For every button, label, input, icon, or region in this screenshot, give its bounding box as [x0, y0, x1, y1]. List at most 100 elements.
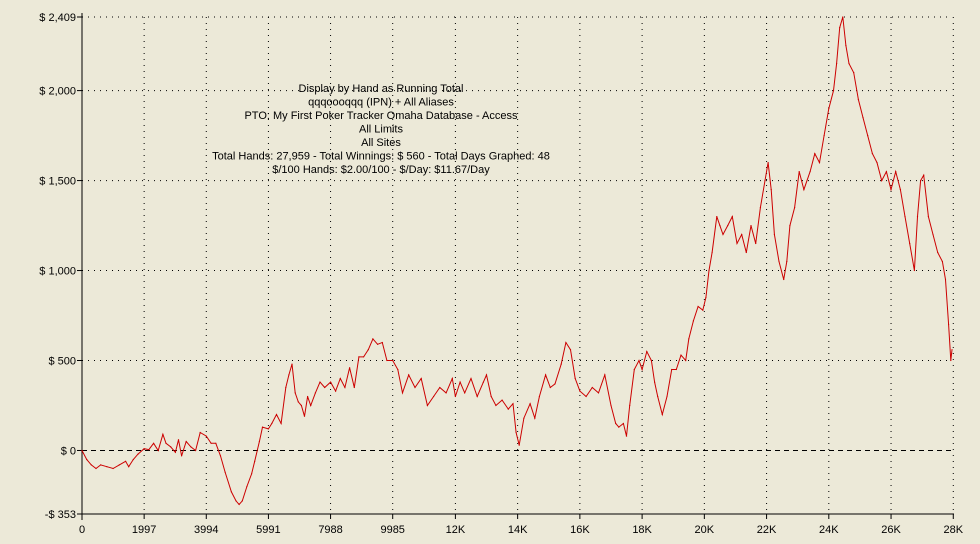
data-point: [741, 233, 743, 236]
x-tick-label: 14K: [508, 524, 528, 536]
data-point: [372, 338, 374, 340]
data-point: [235, 500, 237, 502]
data-point: [485, 374, 488, 376]
data-point: [862, 117, 864, 119]
data-point: [569, 349, 572, 351]
data-point: [767, 162, 769, 164]
data-point: [845, 45, 847, 47]
data-point: [285, 386, 287, 389]
data-point: [258, 440, 260, 443]
data-point: [828, 108, 830, 110]
data-point: [464, 392, 466, 394]
data-point: [238, 503, 240, 506]
data-point: [210, 442, 212, 444]
data-point: [246, 485, 248, 488]
data-point: [554, 383, 556, 385]
data-point: [661, 413, 663, 416]
data-point: [705, 296, 707, 299]
data-point: [349, 367, 351, 369]
data-point: [215, 442, 217, 444]
x-tick-label: 1997: [132, 524, 156, 536]
data-point: [692, 320, 695, 322]
data-point: [750, 225, 752, 227]
chart-title-block: Display by Hand as Running Total qqqoooqq…: [212, 83, 550, 176]
data-point: [657, 395, 659, 398]
data-point: [719, 225, 721, 227]
data-point: [490, 395, 492, 398]
data-point: [650, 359, 653, 362]
data-point: [414, 386, 416, 389]
data-point: [314, 392, 316, 394]
x-tick-label: 20K: [695, 524, 715, 536]
data-point: [100, 464, 102, 466]
data-point: [303, 415, 306, 417]
data-point: [335, 390, 337, 392]
data-point: [112, 467, 114, 470]
y-tick-label: $ 1,000: [39, 266, 76, 278]
data-point: [948, 323, 950, 326]
data-point: [618, 426, 620, 428]
data-point: [836, 63, 838, 65]
data-point: [615, 422, 617, 425]
data-point: [881, 180, 883, 182]
y-tick-label: $ 1,500: [39, 176, 76, 188]
data-point: [157, 449, 159, 452]
data-point: [495, 404, 497, 407]
data-point: [275, 413, 278, 416]
x-tick-label: 22K: [757, 524, 777, 536]
data-point: [895, 171, 897, 173]
data-point: [381, 341, 383, 344]
chart-title-line: qqqoooqqq (IPN) + All Aliases: [308, 97, 454, 109]
data-point: [951, 349, 953, 351]
data-point: [433, 395, 435, 398]
data-point: [625, 435, 628, 437]
data-point: [363, 356, 365, 358]
data-point: [920, 180, 922, 182]
data-point: [853, 72, 855, 74]
data-point: [291, 363, 293, 365]
data-point: [832, 90, 835, 92]
data-point: [803, 189, 805, 191]
data-point: [579, 390, 581, 392]
data-point: [106, 466, 108, 468]
data-point: [759, 207, 762, 209]
data-point: [199, 431, 201, 434]
chart-title-line: All Limits: [359, 124, 404, 136]
data-point: [708, 269, 710, 272]
data-point: [867, 135, 869, 137]
data-point: [344, 386, 346, 389]
data-point: [574, 377, 576, 380]
chart-title-line: All Sites: [361, 137, 401, 149]
data-point: [95, 467, 97, 470]
data-point: [81, 449, 83, 452]
data-point: [610, 404, 612, 407]
y-tick-label: $ 2,409: [39, 12, 76, 24]
data-point: [190, 446, 192, 448]
data-point: [529, 403, 531, 405]
data-point: [523, 417, 525, 419]
data-point: [367, 349, 369, 351]
data-point: [638, 359, 640, 362]
data-point: [251, 473, 253, 475]
data-point: [604, 374, 606, 376]
data-point: [641, 368, 643, 371]
data-point: [205, 435, 207, 437]
data-point: [560, 363, 562, 365]
y-tick-label: $ 0: [61, 445, 76, 457]
y-tick-label: -$ 353: [45, 509, 76, 521]
data-point: [944, 278, 947, 281]
data-point: [330, 381, 332, 383]
data-point: [633, 368, 635, 371]
chart-title-line: PTO: My First Poker Tracker Omaha Databa…: [244, 110, 518, 122]
series-line: [81, 16, 953, 506]
data-point: [392, 359, 394, 362]
data-point: [271, 422, 273, 425]
data-point: [267, 428, 269, 430]
data-point: [143, 448, 145, 450]
data-point: [518, 444, 520, 446]
x-tick-label: 28K: [943, 524, 963, 536]
x-tick-label: 24K: [819, 524, 839, 536]
data-point: [294, 392, 296, 394]
data-point: [451, 377, 453, 380]
